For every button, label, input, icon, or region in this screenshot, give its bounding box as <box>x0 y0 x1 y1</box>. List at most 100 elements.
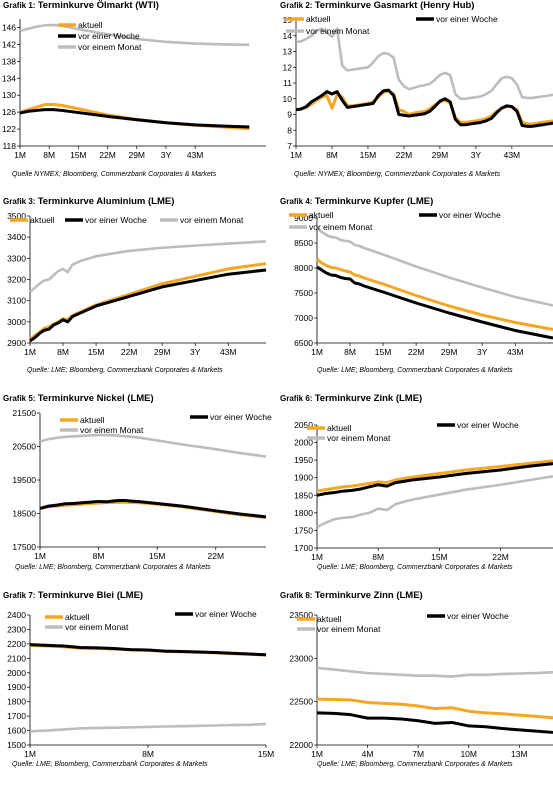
y-tick-label: 9000 <box>294 213 313 223</box>
x-tick-label: 1M <box>311 552 323 562</box>
x-tick-label: 1M <box>290 150 302 160</box>
y-tick-label: 7000 <box>294 313 313 323</box>
chart-source: Quelle: LME; Bloomberg, Commerzbank Corp… <box>317 367 513 374</box>
chart-source: Quelle: LME; Bloomberg, Commerzbank Corp… <box>317 761 513 768</box>
y-tick-label: 146 <box>2 22 16 32</box>
y-tick-label: 138 <box>2 56 16 66</box>
series-line-woche <box>29 268 267 343</box>
y-tick-label: 142 <box>2 39 16 49</box>
y-tick-label: 3300 <box>7 253 26 263</box>
x-tick-label: 15M <box>149 551 166 561</box>
series-line-aktuell <box>316 697 553 720</box>
y-tick-label: 18500 <box>12 509 36 519</box>
x-tick-label: 3Y <box>190 347 201 357</box>
legend-label-woche: vor einer Woche <box>85 215 147 225</box>
y-tick-label: 3200 <box>7 275 26 285</box>
x-tick-label: 3Y <box>477 347 488 357</box>
legend-label-monat: vor einem Monat <box>65 622 129 632</box>
chart-source: Quelle: LME; Bloomberg, Commerzbank Corp… <box>15 564 211 571</box>
legend-label-woche: vor einer Woche <box>78 31 140 41</box>
y-tick-label: 8 <box>287 125 292 135</box>
y-tick-label: 14 <box>283 31 293 41</box>
legend-label-aktuell: aktuell <box>317 614 342 624</box>
chart-panel-2: Grafik 2: Terminkurve Gasmarkt (Henry Hu… <box>277 0 553 196</box>
y-tick-label: 3500 <box>7 211 26 221</box>
legend-label-aktuell: aktuell <box>327 423 352 433</box>
y-tick-label: 1700 <box>7 711 26 721</box>
y-tick-label: 2900 <box>7 338 26 348</box>
series-line-monat <box>316 666 553 678</box>
y-tick-label: 23000 <box>289 653 313 663</box>
series-line-aktuell <box>316 459 553 493</box>
chart-title: Grafik 2: Terminkurve Gasmarkt (Henry Hu… <box>280 0 475 11</box>
series-line-woche <box>29 643 267 657</box>
y-tick-label: 23500 <box>289 610 313 620</box>
series-line-woche <box>19 108 250 129</box>
x-tick-label: 8M <box>93 551 105 561</box>
chart-source: Quelle: NYMEX; Bloomberg, Commerzbank Co… <box>294 171 501 178</box>
legend-label-aktuell: aktuell <box>65 612 90 622</box>
x-tick-label: 1M <box>24 347 36 357</box>
legend-label-woche: vor einer Woche <box>439 210 501 220</box>
legend-label-woche: vor einer Woche <box>210 412 272 422</box>
legend-label-monat: vor einem Monat <box>309 222 373 232</box>
y-tick-label: 118 <box>2 141 16 151</box>
y-tick-label: 8500 <box>294 238 313 248</box>
chart-source: Quelle NYMEX; Bloomberg, Commerzbank Cor… <box>12 171 217 178</box>
x-tick-label: 1M <box>14 150 26 160</box>
x-tick-label: 43M <box>507 347 524 357</box>
legend-label-aktuell: aktuell <box>30 215 55 225</box>
x-tick-label: 3Y <box>161 150 172 160</box>
x-tick-label: 8M <box>142 749 154 759</box>
x-tick-label: 43M <box>187 150 204 160</box>
y-tick-label: 17500 <box>12 542 36 552</box>
chart-panel-6: Grafik 6: Terminkurve Zink (LME) 1700 175… <box>277 393 553 589</box>
chart-title: Grafik 4: Terminkurve Kupfer (LME) <box>280 196 434 207</box>
chart-panel-5: Grafik 5: Terminkurve Nickel (LME) 17500… <box>0 393 276 589</box>
y-tick-label: 126 <box>2 107 16 117</box>
y-tick-label: 3000 <box>7 317 26 327</box>
chart-panel-4: Grafik 4: Terminkurve Kupfer (LME) 6500 7… <box>277 196 553 392</box>
legend-label-woche: vor einer Woche <box>447 611 509 621</box>
chart-panel-7: Grafik 7: Terminkurve Blei (LME) 1500 160… <box>0 590 276 786</box>
y-tick-label: 11 <box>283 78 292 88</box>
chart-panel-1: Grafik 1: Terminkurve Ölmarkt (WTI) 118 1… <box>0 0 276 196</box>
x-tick-label: 22M <box>208 551 225 561</box>
y-tick-label: 1700 <box>294 543 313 553</box>
series-line-monat <box>316 475 553 529</box>
y-tick-label: 12 <box>283 62 293 72</box>
y-tick-label: 2100 <box>7 653 26 663</box>
y-tick-label: 1850 <box>294 490 313 500</box>
series-line-monat <box>19 23 250 47</box>
y-tick-label: 3100 <box>7 296 26 306</box>
y-tick-label: 3400 <box>7 232 26 242</box>
x-tick-label: 43M <box>504 150 521 160</box>
chart-svg: 1500 1600 1700 1800 1900 2000 2100 2200 2300 2400… <box>7 609 274 759</box>
x-tick-label: 1M <box>311 347 323 357</box>
legend-label-monat: vor einem Monat <box>78 42 142 52</box>
chart-title: Grafik 5: Terminkurve Nickel (LME) <box>3 393 154 404</box>
series-line-monat <box>295 27 553 101</box>
chart-svg: 1700 1750 1800 1850 1900 1950 2000 2050 1M 8M 15M 2… <box>294 420 553 562</box>
x-tick-label: 15M <box>88 347 105 357</box>
x-tick-label: 8M <box>372 552 384 562</box>
x-tick-label: 1M <box>24 749 36 759</box>
y-tick-label: 1600 <box>7 726 26 736</box>
legend-label-monat: vor einem Monat <box>306 26 370 36</box>
y-tick-label: 134 <box>2 73 16 83</box>
series-line-woche <box>295 88 553 128</box>
x-tick-label: 22M <box>408 347 425 357</box>
chart-source: Quelle: LME; Bloomberg, Commerzbank Corp… <box>27 367 223 374</box>
chart-panel-3: Grafik 3: Terminkurve Aluminium (LME) 29… <box>0 196 276 392</box>
x-tick-label: 29M <box>441 347 458 357</box>
series-line-woche <box>316 265 553 340</box>
y-tick-label: 2050 <box>294 420 313 430</box>
x-tick-label: 15M <box>375 347 392 357</box>
x-tick-label: 8M <box>43 150 55 160</box>
y-tick-label: 1900 <box>294 473 313 483</box>
series-line-monat <box>39 433 267 458</box>
y-tick-label: 6500 <box>294 338 313 348</box>
y-tick-label: 2200 <box>7 639 26 649</box>
chart-source: Quelle: LME; Bloomberg, Commerzbank Corp… <box>12 761 208 768</box>
